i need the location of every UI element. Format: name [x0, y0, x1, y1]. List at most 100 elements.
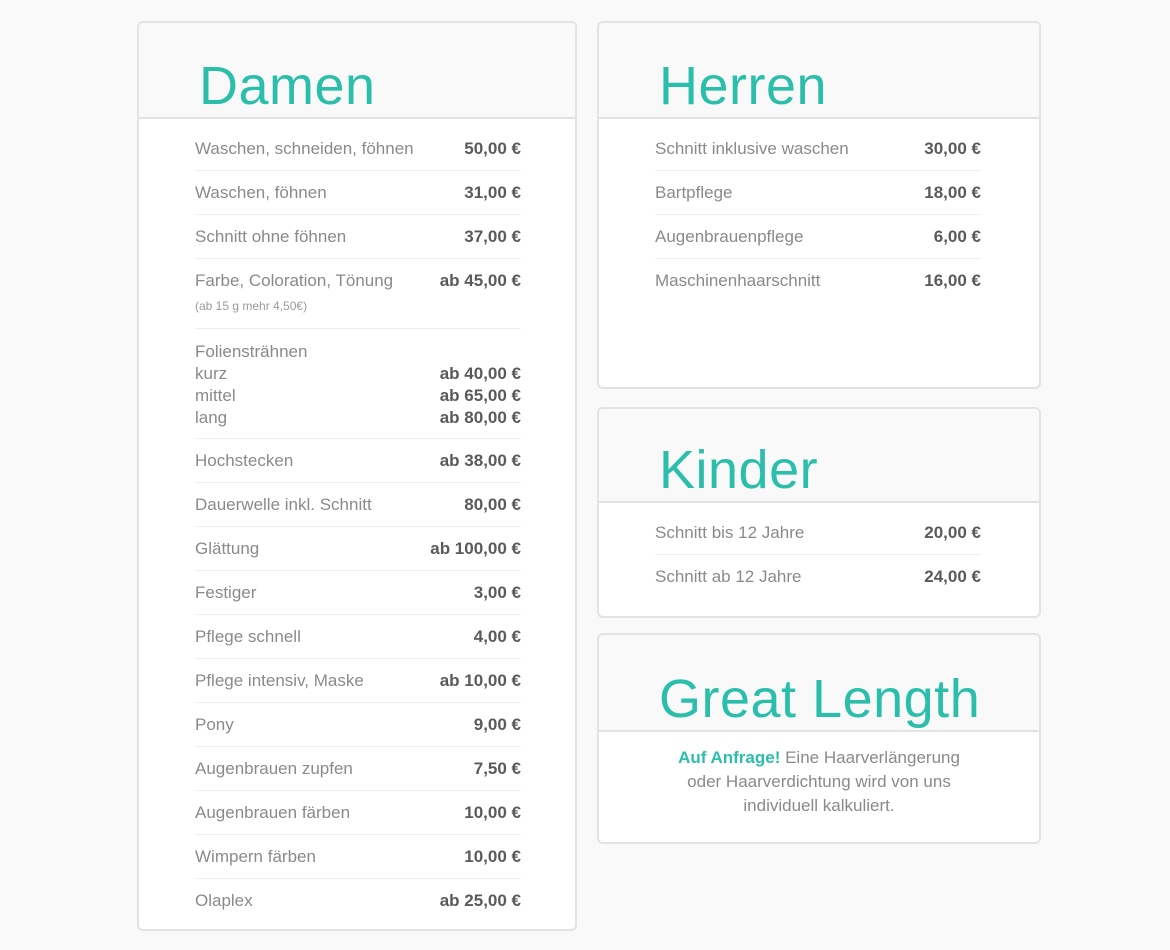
damen-title: Damen — [199, 56, 376, 116]
service-name: Olaplex — [195, 891, 253, 910]
great-length-title: Great Length — [659, 669, 981, 729]
service-info: Schnitt ohne föhnen — [195, 227, 346, 247]
service-price: ab 25,00 € — [439, 891, 521, 910]
price-row: Augenbrauen zupfen 7,50 € — [195, 747, 521, 791]
service-price: 10,00 € — [464, 847, 521, 866]
service-price: ab 100,00 € — [430, 539, 521, 558]
on-request-highlight: Auf Anfrage! — [678, 748, 781, 767]
price-row: Augenbrauenpflege 6,00 € — [655, 215, 981, 259]
herren-price-list: Schnitt inklusive waschen 30,00 € Bartpfle… — [599, 119, 981, 303]
service-name: Pony — [195, 715, 234, 734]
service-name: Wimpern färben — [195, 847, 316, 866]
service-name: Schnitt ab 12 Jahre — [655, 567, 802, 586]
service-price: 37,00 € — [464, 227, 521, 246]
service-name: Glättung — [195, 539, 260, 558]
service-name: Pflege intensiv, Maske — [195, 671, 364, 690]
service-name: Hochstecken — [195, 451, 294, 470]
service-name: Schnitt inklusive waschen — [655, 139, 849, 158]
service-name: Festiger — [195, 583, 257, 602]
herren-header: Herren — [599, 23, 1039, 119]
sub-price-row: kurz ab 40,00 € — [195, 363, 521, 385]
kinder-card: Kinder Schnitt bis 12 Jahre 20,00 € Schnit… — [597, 407, 1041, 618]
service-price: 4,00 € — [473, 627, 521, 646]
service-name: Foliensträhnen — [195, 342, 308, 361]
service-variant: kurz — [195, 364, 228, 383]
price-row: Maschinenhaarschnitt 16,00 € — [655, 259, 981, 303]
service-name: Pflege schnell — [195, 627, 301, 646]
herren-title: Herren — [659, 56, 828, 116]
service-info: Dauerwelle inkl. Schnitt — [195, 495, 372, 515]
service-info: Pony — [195, 715, 234, 735]
price-row: Bartpflege 18,00 € — [655, 171, 981, 215]
great-length-header: Great Length — [599, 635, 1039, 732]
damen-card: Damen Waschen, schneiden, föhnen 50,00 € W… — [137, 21, 577, 931]
service-name: Waschen, föhnen — [195, 183, 327, 202]
sub-price-row: lang ab 80,00 € — [195, 407, 521, 429]
service-note: (ab 15 g mehr 4,50€) — [195, 299, 308, 313]
price-row: Olaplex ab 25,00 € — [195, 879, 521, 923]
service-name: Augenbrauen zupfen — [195, 759, 353, 778]
service-name: Maschinenhaarschnitt — [655, 271, 821, 290]
service-price: 50,00 € — [464, 139, 521, 158]
price-row: Hochstecken ab 38,00 € — [195, 439, 521, 483]
price-row: Pflege schnell 4,00 € — [195, 615, 521, 659]
service-info: Wimpern färben — [195, 847, 316, 867]
price-row: Schnitt inklusive waschen 30,00 € — [655, 127, 981, 171]
great-length-card: Great Length Auf Anfrage! Eine Haarverlä… — [597, 633, 1041, 844]
service-price: 3,00 € — [473, 583, 521, 602]
price-row: Wimpern färben 10,00 € — [195, 835, 521, 879]
service-info: Olaplex — [195, 891, 253, 911]
service-info: Pflege schnell — [195, 627, 301, 647]
great-length-description: Auf Anfrage! Eine Haarverlängerung oder … — [599, 732, 1039, 818]
service-price: 16,00 € — [924, 271, 981, 290]
price-row: Waschen, schneiden, föhnen 50,00 € — [195, 127, 521, 171]
price-row: Pflege intensiv, Maske ab 10,00 € — [195, 659, 521, 703]
service-info: Waschen, föhnen — [195, 183, 327, 203]
kinder-price-list: Schnitt bis 12 Jahre 20,00 € Schnitt ab 12… — [599, 503, 981, 599]
price-row: Dauerwelle inkl. Schnitt 80,00 € — [195, 483, 521, 527]
herren-card: Herren Schnitt inklusive waschen 30,00 € B… — [597, 21, 1041, 389]
price-row: Farbe, Coloration, Tönung (ab 15 g mehr 4… — [195, 259, 521, 329]
service-price: 6,00 € — [933, 227, 981, 246]
service-price: 31,00 € — [464, 183, 521, 202]
service-name: Dauerwelle inkl. Schnitt — [195, 495, 372, 514]
damen-header: Damen — [139, 23, 575, 119]
service-price: 10,00 € — [464, 803, 521, 822]
service-info: Augenbrauen zupfen — [195, 759, 353, 779]
service-name: Schnitt ohne föhnen — [195, 227, 347, 246]
price-row: Waschen, föhnen 31,00 € — [195, 171, 521, 215]
service-info: Bartpflege — [655, 183, 733, 203]
service-info: Maschinenhaarschnitt — [655, 271, 820, 291]
service-price: ab 38,00 € — [439, 451, 521, 470]
service-info: Augenbrauenpflege — [655, 227, 803, 247]
great-length-text: Eine Haarverlängerung oder Haarverdichtu… — [687, 748, 960, 815]
service-name: Schnitt bis 12 Jahre — [655, 523, 805, 542]
service-price: 18,00 € — [924, 183, 981, 202]
service-variant: mittel — [195, 386, 236, 405]
service-info: Hochstecken — [195, 451, 293, 471]
service-name: Augenbrauen färben — [195, 803, 351, 822]
service-info: Schnitt inklusive waschen — [655, 139, 849, 159]
service-price: 24,00 € — [924, 567, 981, 586]
service-info: Waschen, schneiden, föhnen — [195, 139, 414, 159]
service-price: 9,00 € — [473, 715, 521, 734]
service-price: ab 40,00 € — [439, 364, 521, 383]
price-row: Augenbrauen färben 10,00 € — [195, 791, 521, 835]
service-info: Schnitt ab 12 Jahre — [655, 567, 801, 587]
service-price: 20,00 € — [924, 523, 981, 542]
price-row: Glättung ab 100,00 € — [195, 527, 521, 571]
service-info: Pflege intensiv, Maske — [195, 671, 364, 691]
service-price: ab 80,00 € — [439, 408, 521, 427]
service-info: Farbe, Coloration, Tönung (ab 15 g mehr 4… — [195, 271, 393, 313]
sub-price-row: mittel ab 65,00 € — [195, 385, 521, 407]
service-name: Bartpflege — [655, 183, 733, 202]
service-info: Festiger — [195, 583, 256, 603]
price-row: Schnitt ohne föhnen 37,00 € — [195, 215, 521, 259]
service-name: Waschen, schneiden, föhnen — [195, 139, 414, 158]
service-price: 30,00 € — [924, 139, 981, 158]
price-row: Foliensträhnen kurz ab 40,00 € mittel ab 65,… — [195, 329, 521, 439]
price-row: Schnitt ab 12 Jahre 24,00 € — [655, 555, 981, 599]
service-price: ab 45,00 € — [439, 271, 521, 290]
service-variant: lang — [195, 408, 228, 427]
kinder-title: Kinder — [659, 440, 819, 500]
